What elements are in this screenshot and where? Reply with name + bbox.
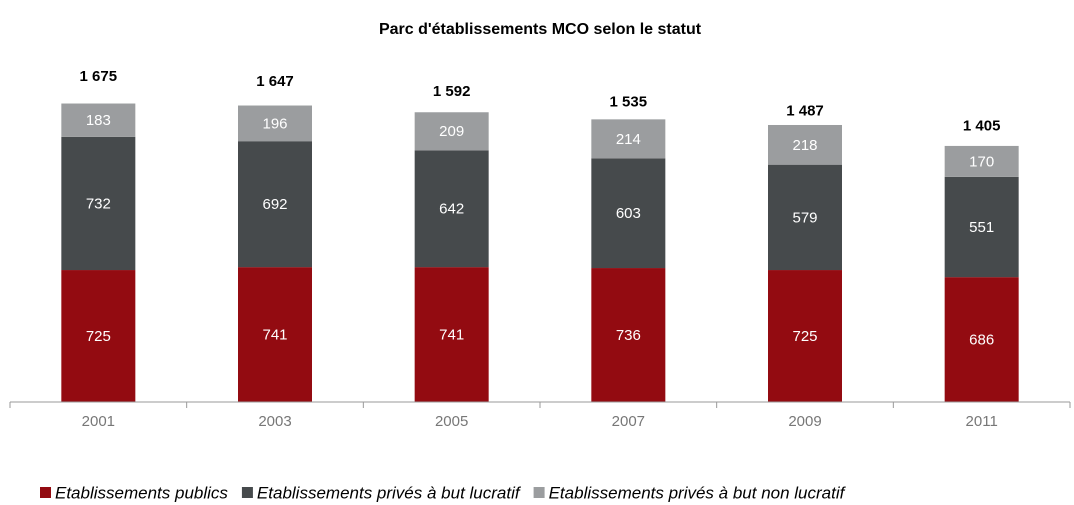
x-tick-label: 2007 <box>612 413 645 430</box>
value-label: 692 <box>262 196 287 213</box>
total-label: 1 535 <box>610 94 648 111</box>
value-label: 218 <box>792 137 817 154</box>
value-label: 183 <box>86 112 111 129</box>
legend-swatch <box>40 487 51 498</box>
bar-segment <box>768 124 842 165</box>
bar-segment <box>238 141 312 268</box>
value-label: 725 <box>86 328 111 345</box>
value-label: 642 <box>439 201 464 218</box>
bar-segment <box>944 176 1019 278</box>
value-label: 603 <box>616 205 641 222</box>
legend-label: Etablissements publics <box>55 483 228 502</box>
x-tick-label: 2009 <box>788 413 821 430</box>
bar-segment <box>414 267 489 402</box>
bar-segment <box>944 277 1019 402</box>
total-label: 1 675 <box>80 68 118 85</box>
legend-label: Etablissements privés à but lucratif <box>257 483 522 502</box>
bar-segment <box>768 164 842 271</box>
total-label: 1 487 <box>786 102 824 119</box>
bar-segment <box>768 270 842 402</box>
bar-segment <box>944 145 1019 177</box>
value-label: 686 <box>969 332 994 349</box>
bar-segment <box>414 112 489 151</box>
bar-segment <box>238 267 312 402</box>
x-tick-label: 2003 <box>258 413 291 430</box>
chart-title: Parc d'établissements MCO selon le statu… <box>379 21 702 38</box>
bar-segment <box>414 150 489 268</box>
bar-segment <box>591 268 666 402</box>
value-label: 732 <box>86 195 111 212</box>
legend-label: Etablissements privés à but non lucratif <box>549 483 847 502</box>
bar-segment <box>61 270 136 402</box>
total-label: 1 592 <box>433 83 471 100</box>
x-tick-label: 2005 <box>435 413 468 430</box>
x-tick-label: 2011 <box>966 413 998 430</box>
bar-segment <box>591 158 666 269</box>
value-label: 741 <box>439 327 464 344</box>
bar-segment <box>591 119 666 159</box>
value-label: 551 <box>969 219 994 236</box>
value-label: 741 <box>262 327 287 344</box>
total-label: 1 647 <box>256 73 294 90</box>
value-label: 209 <box>439 123 464 140</box>
value-label: 579 <box>792 209 817 226</box>
value-label: 170 <box>969 153 994 170</box>
total-label: 1 405 <box>963 117 1001 134</box>
value-label: 196 <box>262 115 287 132</box>
value-label: 214 <box>616 131 641 148</box>
bar-segment <box>61 136 136 271</box>
value-label: 725 <box>792 328 817 345</box>
legend-swatch <box>241 487 253 498</box>
bar-segment <box>61 103 136 137</box>
bar-segment <box>238 105 312 142</box>
legend-swatch <box>533 487 545 498</box>
x-tick-label: 2001 <box>82 413 115 430</box>
value-label: 736 <box>616 327 641 344</box>
